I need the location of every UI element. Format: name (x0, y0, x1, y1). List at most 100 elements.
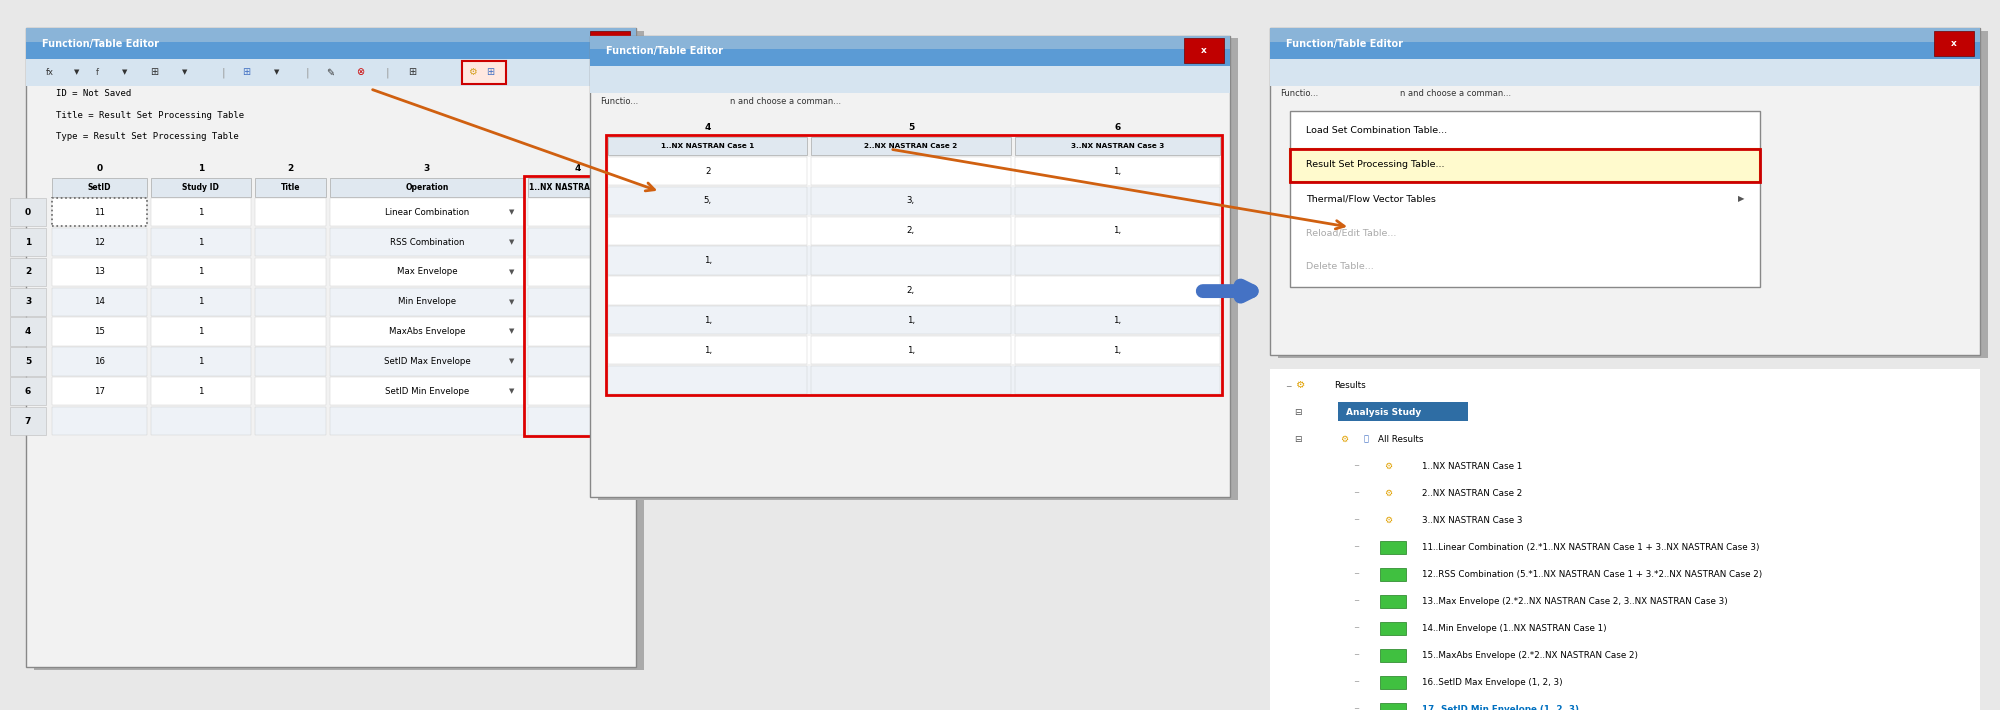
Text: 6: 6 (1114, 123, 1120, 131)
Text: ⊟: ⊟ (1294, 435, 1302, 444)
FancyBboxPatch shape (26, 28, 636, 59)
FancyBboxPatch shape (462, 61, 506, 84)
Text: Operation: Operation (406, 183, 448, 192)
Text: 4: 4 (574, 164, 580, 173)
Text: ✎: ✎ (326, 67, 334, 77)
FancyBboxPatch shape (1380, 676, 1406, 689)
Text: 1..NX NASTRAN Case 1: 1..NX NASTRAN Case 1 (662, 143, 754, 149)
FancyBboxPatch shape (330, 258, 524, 286)
Text: 1,: 1, (704, 256, 712, 265)
Text: 1,: 1, (906, 316, 914, 324)
Text: 2: 2 (288, 164, 294, 173)
Text: ▼: ▼ (508, 359, 514, 364)
Text: Thermal/Flow Vector Tables: Thermal/Flow Vector Tables (1306, 195, 1436, 203)
Text: 13: 13 (94, 268, 104, 276)
Text: Analysis Study: Analysis Study (1346, 408, 1422, 417)
Text: 16..SetID Max Envelope (1, 2, 3): 16..SetID Max Envelope (1, 2, 3) (1422, 677, 1562, 687)
Text: ▼: ▼ (508, 269, 514, 275)
FancyBboxPatch shape (1290, 149, 1760, 182)
FancyBboxPatch shape (256, 178, 326, 197)
Text: 1..NX NASTRAN Case 1: 1..NX NASTRAN Case 1 (1422, 462, 1522, 471)
Text: SetID Min Envelope: SetID Min Envelope (384, 387, 470, 395)
Text: Min Envelope: Min Envelope (398, 297, 456, 306)
Text: ─: ─ (1354, 706, 1358, 710)
Text: 11..Linear Combination (2.*1..NX NASTRAN Case 1 + 3..NX NASTRAN Case 3): 11..Linear Combination (2.*1..NX NASTRAN… (1422, 542, 1760, 552)
FancyBboxPatch shape (330, 198, 524, 226)
FancyBboxPatch shape (330, 288, 524, 316)
Text: 1: 1 (198, 208, 204, 217)
FancyBboxPatch shape (26, 28, 636, 42)
Text: 14..Min Envelope (1..NX NASTRAN Case 1): 14..Min Envelope (1..NX NASTRAN Case 1) (1422, 623, 1606, 633)
Text: RSS Combination: RSS Combination (390, 238, 464, 246)
Text: 2: 2 (24, 268, 32, 276)
Text: All Results: All Results (1378, 435, 1424, 444)
Text: ⊞: ⊞ (242, 67, 250, 77)
Text: n and choose a comman...: n and choose a comman... (730, 97, 842, 106)
FancyBboxPatch shape (330, 317, 524, 346)
FancyBboxPatch shape (608, 217, 1220, 245)
Text: ⚙: ⚙ (1296, 381, 1306, 390)
Text: 📁: 📁 (1364, 435, 1368, 444)
FancyBboxPatch shape (528, 288, 628, 316)
FancyBboxPatch shape (10, 347, 46, 376)
FancyBboxPatch shape (1380, 541, 1406, 554)
Text: x: x (1202, 46, 1206, 55)
FancyBboxPatch shape (812, 137, 1010, 155)
Text: 15: 15 (94, 327, 104, 336)
FancyBboxPatch shape (598, 38, 1238, 500)
Text: 1: 1 (198, 268, 204, 276)
Text: 14: 14 (94, 297, 104, 306)
Text: ▼: ▼ (508, 209, 514, 215)
FancyBboxPatch shape (1270, 59, 1980, 86)
Text: ─: ─ (1354, 626, 1358, 631)
Text: 5,: 5, (704, 197, 712, 205)
FancyBboxPatch shape (256, 317, 326, 346)
Text: 11: 11 (94, 208, 104, 217)
Text: 2,: 2, (906, 286, 914, 295)
Text: fx: fx (46, 68, 54, 77)
Text: 1: 1 (24, 238, 32, 246)
FancyBboxPatch shape (590, 31, 630, 56)
Text: ⚙: ⚙ (1384, 515, 1392, 525)
Text: 1: 1 (198, 238, 204, 246)
Text: 1,: 1, (1114, 346, 1122, 354)
Text: Delete Table...: Delete Table... (1306, 263, 1374, 271)
Text: SetID: SetID (88, 183, 112, 192)
Text: ⊞: ⊞ (408, 67, 416, 77)
Text: 1,: 1, (906, 346, 914, 354)
FancyBboxPatch shape (1380, 649, 1406, 662)
Text: 17..SetID Min Envelope (1, 2, 3): 17..SetID Min Envelope (1, 2, 3) (1422, 704, 1580, 710)
Text: ⚙: ⚙ (1384, 488, 1392, 498)
FancyBboxPatch shape (608, 366, 1220, 394)
Text: Functio...: Functio... (1280, 89, 1318, 99)
FancyBboxPatch shape (150, 258, 252, 286)
FancyBboxPatch shape (52, 288, 146, 316)
Text: ─: ─ (1354, 491, 1358, 496)
FancyBboxPatch shape (590, 36, 1230, 497)
Text: f: f (96, 68, 100, 77)
Text: Function/Table Editor: Function/Table Editor (1286, 38, 1404, 49)
FancyBboxPatch shape (26, 59, 636, 86)
FancyBboxPatch shape (150, 377, 252, 405)
Text: Function/Table Editor: Function/Table Editor (42, 38, 160, 49)
FancyBboxPatch shape (528, 317, 628, 346)
FancyBboxPatch shape (330, 228, 524, 256)
Text: 1: 1 (198, 164, 204, 173)
Text: ─: ─ (1354, 464, 1358, 469)
Text: 1,: 1, (1114, 167, 1122, 175)
FancyBboxPatch shape (150, 228, 252, 256)
Text: x: x (608, 39, 612, 48)
FancyBboxPatch shape (52, 377, 146, 405)
FancyBboxPatch shape (256, 288, 326, 316)
Text: 5: 5 (908, 123, 914, 131)
FancyBboxPatch shape (330, 377, 524, 405)
FancyBboxPatch shape (528, 347, 628, 376)
Text: ⚙: ⚙ (1384, 462, 1392, 471)
Text: ─: ─ (1354, 679, 1358, 685)
Text: 17: 17 (94, 387, 104, 395)
FancyBboxPatch shape (330, 178, 524, 197)
FancyBboxPatch shape (256, 198, 326, 226)
Text: 2: 2 (704, 167, 710, 175)
Text: ─: ─ (1354, 652, 1358, 658)
Text: 1,: 1, (704, 346, 712, 354)
